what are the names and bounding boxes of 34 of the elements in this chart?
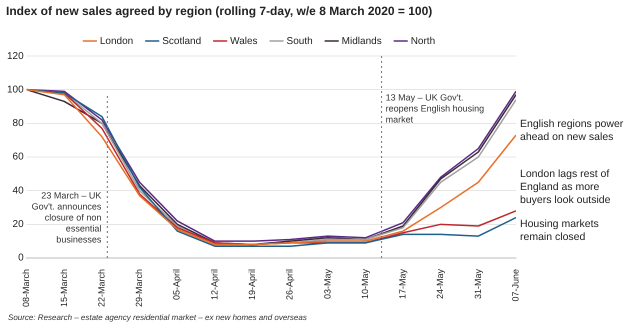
x-tick-label: 07-June — [510, 268, 520, 302]
y-tick-label: 60 — [12, 152, 24, 163]
text: London lags rest of England as more buyers look outside — [520, 168, 612, 207]
x-tick-label: 17-May — [398, 268, 408, 300]
y-tick-label: 100 — [6, 84, 24, 96]
y-tick-label: 0 — [18, 252, 24, 264]
legend-label: North — [410, 36, 436, 47]
legend-label: Midlands — [342, 36, 382, 47]
x-tick-label: 19-April — [247, 268, 258, 300]
x-tick-label: 05-April — [172, 268, 182, 300]
ref-line-label: 13 May – UK Gov't. reopens English housing market — [386, 92, 484, 124]
source-note: Source: Research – estate agency residential market – ex new homes and overseas — [8, 313, 307, 322]
ref-line-label: 23 March – UK Gov't. announces closure of non essential businesses — [32, 190, 102, 244]
x-tick-label: 22-March — [96, 268, 106, 308]
x-tick-label: 03-May — [322, 268, 332, 300]
x-tick-label: 12-April — [209, 268, 220, 300]
y-tick-label: 20 — [12, 219, 24, 230]
x-tick-label: 08-March — [21, 268, 32, 308]
x-tick-label: 15-March — [58, 268, 69, 308]
y-tick-label: 40 — [12, 185, 24, 196]
legend-label: Scotland — [162, 36, 202, 47]
legend-label: South — [286, 36, 313, 47]
y-tick-label: 80 — [12, 118, 24, 130]
y-tick-label: 120 — [6, 50, 24, 62]
chart-title: Index of new sales agreed by region (rolling 7-day, w/e 8 March 2020 = 100) — [6, 4, 432, 18]
x-tick-label: 29-March — [134, 268, 144, 308]
x-tick-label: 10-May — [360, 268, 370, 300]
legend-label: Wales — [230, 36, 258, 47]
x-tick-label: 26-April — [284, 268, 295, 300]
x-tick-label: 31-May — [472, 268, 483, 300]
legend-label: London — [100, 36, 134, 47]
text: English regions power ahead on new sales — [520, 118, 624, 144]
x-tick-label: 24-May — [435, 268, 446, 300]
text: Housing markets remain closed — [520, 218, 600, 244]
